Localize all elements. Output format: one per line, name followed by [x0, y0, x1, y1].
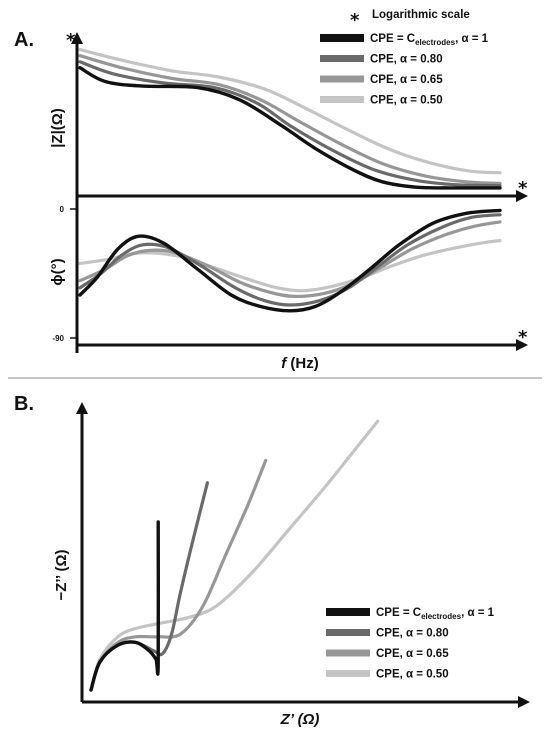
phase-alpha1-line [78, 208, 502, 313]
magnitude-log-marker: * [66, 30, 76, 51]
panel-b-legend-label-alpha1: CPE = Celectrodes, α = 1 [376, 607, 495, 621]
phase-alpha080-line [78, 213, 502, 307]
phase-tick-label-0: 0 [60, 205, 65, 214]
log-note-symbol: * [350, 10, 360, 31]
panel-b-legend-label-alpha050: CPE, α = 0.50 [376, 669, 449, 681]
nyquist-alpha1-line [89, 520, 161, 692]
nyquist-alpha080-line [89, 481, 209, 692]
panel-a-legend-label-main: CPE, α = 0.65 [370, 74, 443, 86]
panel-a-axes [70, 32, 528, 353]
nyquist-x-arrow [518, 696, 530, 708]
panel-b-legend-label-main: CPE = C [376, 607, 421, 619]
frequency-log-marker-top: * [518, 178, 528, 199]
panel-a-legend: CPE = Celectrodes, α = 1 CPE, α = 0.80 CPE… [320, 33, 489, 107]
panel-b: B. −Z’’ (Ω) Z’ (Ω) CPE = Celectrodes, α … [14, 393, 530, 728]
panel-b-legend-label-subscript: electrodes [421, 612, 462, 621]
panel-b-legend: CPE = Celectrodes, α = 1 CPE, α = 0.80 CPE… [326, 607, 495, 681]
magnitude-x-arrow [516, 190, 528, 202]
panel-b-legend-label-alpha080: CPE, α = 0.80 [376, 628, 449, 640]
frequency-x-arrow [516, 339, 528, 351]
phase-y-label: ϕ(°) [49, 258, 66, 285]
magnitude-alpha080-line [78, 60, 502, 188]
frequency-x-label: f (Hz) [281, 355, 319, 372]
panel-b-legend-label-main: CPE, α = 0.65 [376, 648, 449, 660]
frequency-log-marker-bottom: * [518, 327, 528, 348]
panel-a-legend-label-alpha1: CPE = Celectrodes, α = 1 [370, 33, 489, 47]
panel-b-legend-label-alpha065: CPE, α = 0.65 [376, 648, 449, 660]
panel-a-y-arrow [71, 32, 83, 44]
magnitude-alpha1-line [78, 66, 502, 190]
panel-a-legend-label-alpha080: CPE, α = 0.80 [370, 54, 443, 66]
panel-b-legend-label-main: CPE, α = 0.50 [376, 669, 449, 681]
phase-alpha050-line [78, 238, 502, 293]
panel-a-label: A. [14, 29, 34, 51]
magnitude-alpha065-line [78, 54, 502, 185]
magnitude-series [78, 48, 502, 190]
frequency-x-label-unit: (Hz) [286, 355, 319, 372]
panel-a-legend-label-main: CPE = C [370, 33, 415, 45]
phase-tick-label-90: -90 [52, 334, 64, 343]
nyquist-series [89, 419, 380, 692]
log-note-text: Logarithmic scale [372, 9, 470, 21]
phase-alpha065-line [78, 220, 502, 299]
magnitude-alpha050-line [78, 48, 502, 175]
magnitude-y-label: |Z|(Ω) [49, 108, 66, 148]
panel-b-axes [76, 402, 530, 708]
panel-a-legend-label-main: CPE, α = 0.50 [370, 95, 443, 107]
panel-b-legend-label-main: CPE, α = 0.80 [376, 628, 449, 640]
panel-b-legend-label-suffix: , α = 1 [461, 607, 495, 619]
nyquist-y-label: −Z’’ (Ω) [53, 549, 70, 600]
panel-a-legend-label-main: CPE, α = 0.80 [370, 54, 443, 66]
panel-a-legend-label-alpha050: CPE, α = 0.50 [370, 95, 443, 107]
phase-series [78, 208, 502, 313]
panel-a-legend-label-alpha065: CPE, α = 0.65 [370, 74, 443, 86]
frequency-x-label-symbol: f [281, 355, 288, 372]
nyquist-alpha065-line [89, 458, 268, 692]
panel-b-label: B. [14, 393, 34, 415]
panel-a-legend-label-subscript: electrodes [415, 38, 456, 47]
nyquist-y-arrow [76, 402, 88, 414]
panel-a: A. * Logarithmic scale CPE = Celectrodes… [14, 9, 528, 372]
nyquist-x-label: Z’ (Ω) [280, 711, 320, 728]
panel-a-legend-label-suffix: , α = 1 [455, 33, 489, 45]
nyquist-alpha050-line [89, 419, 380, 692]
